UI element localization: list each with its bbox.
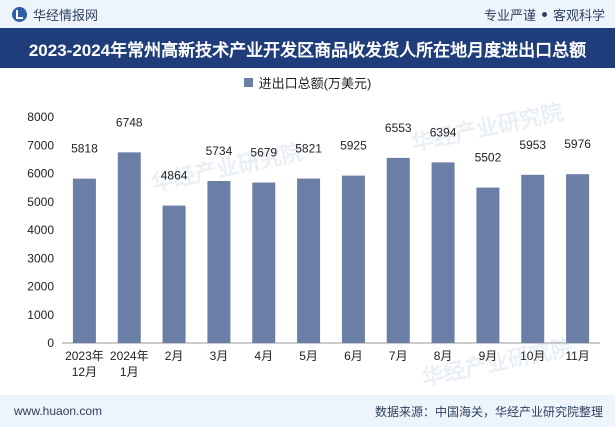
y-tick-label: 5000 [27,195,54,209]
y-tick-label: 8000 [27,110,54,124]
data-label: 5976 [564,137,591,151]
x-tick-label: 11月 [565,349,589,363]
data-label: 4864 [161,169,188,183]
legend: 进出口总额(万美元) [0,72,615,92]
y-tick-label: 0 [47,336,54,350]
bar [431,162,455,343]
bar [476,187,500,343]
x-tick-label: 7月 [389,349,408,363]
bar [297,178,321,343]
data-label: 5734 [206,144,233,158]
data-label: 6394 [430,125,457,139]
x-tick-label: 1月 [120,365,139,379]
bullet-icon [541,11,547,17]
x-tick-label: 2024年 [110,349,149,363]
legend-label: 进出口总额(万美元) [258,75,372,91]
data-label: 6748 [116,115,143,129]
data-label: 5925 [340,139,367,153]
y-tick-label: 2000 [27,280,54,294]
x-tick-label: 2月 [165,349,184,363]
logo-icon [12,6,27,22]
data-label: 5818 [71,142,98,156]
data-label: 5679 [250,146,277,160]
bar [117,152,141,343]
footer-url[interactable]: www.huaon.com [14,404,103,418]
bar [207,181,231,343]
y-tick-label: 1000 [27,308,54,322]
bar [252,182,276,343]
x-tick-label: 6月 [344,349,363,363]
brand[interactable]: 华经情报网 [12,5,98,24]
bar [386,157,410,343]
footer-source: 数据来源：中国海关，华经产业研究院整理 [374,404,603,419]
bar [566,174,590,343]
x-tick-label: 4月 [254,349,273,363]
data-label: 5502 [475,151,502,165]
data-label: 5821 [295,142,322,156]
bar [521,174,545,343]
footer: www.huaon.com 数据来源：中国海关，华经产业研究院整理 [0,395,615,427]
x-tick-label: 9月 [479,349,498,363]
slogan-right: 客观科学 [552,7,605,23]
y-tick-label: 4000 [27,223,54,237]
y-tick-label: 7000 [27,138,54,152]
x-tick-label: 5月 [299,349,318,363]
bar [341,175,365,343]
y-tick-label: 3000 [27,251,54,265]
data-label: 5953 [519,138,546,152]
x-tick-label: 2023年 [65,349,104,363]
slogan: 专业严谨 客观科学 [484,5,605,24]
chart-title: 2023-2024年常州高新技术产业开发区商品收发货人所在地月度进出口总额 [0,28,615,68]
x-tick-label: 8月 [434,349,453,363]
x-tick-label: 3月 [210,349,229,363]
legend-swatch [243,77,253,87]
x-tick-label: 12月 [72,365,97,379]
y-tick-label: 6000 [27,167,54,181]
brand-name: 华经情报网 [33,7,99,23]
slogan-left: 专业严谨 [483,7,536,23]
top-bar: 华经情报网 专业严谨 客观科学 [0,0,615,28]
x-tick-label: 10月 [520,349,545,363]
bar [162,205,186,343]
bar [72,178,96,343]
data-label: 6553 [385,121,412,135]
